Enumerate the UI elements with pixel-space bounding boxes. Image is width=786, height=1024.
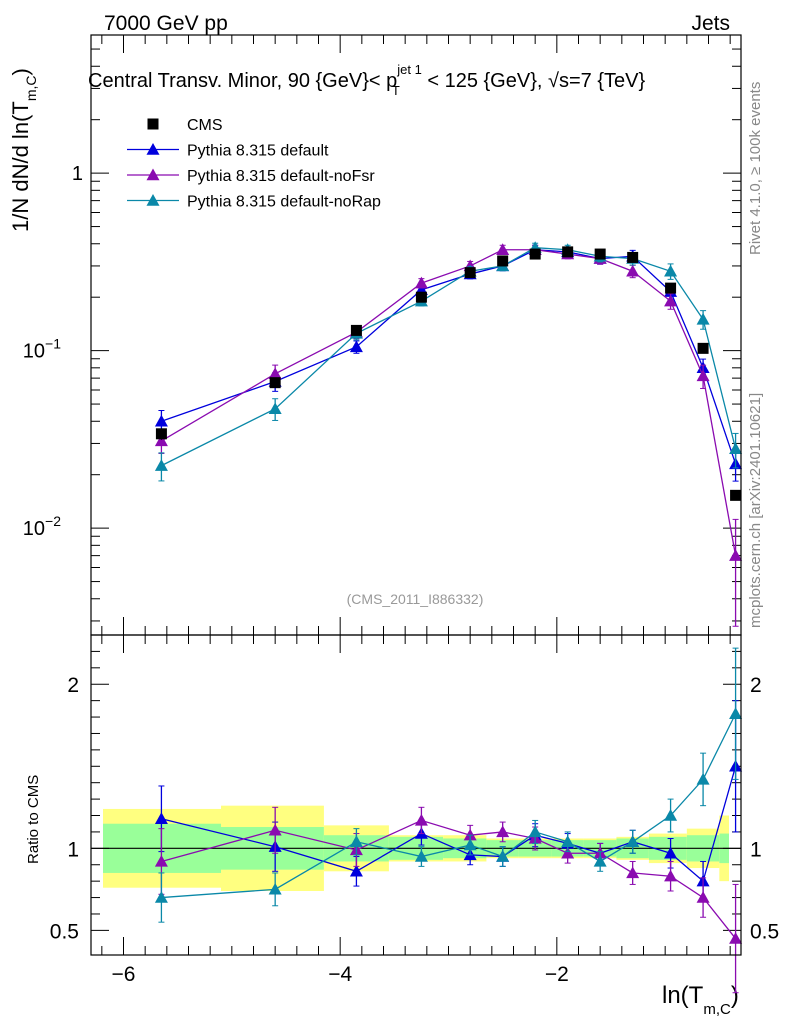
- ratio-point-noRap: [268, 882, 282, 895]
- legend-marker-noFsr: [146, 168, 160, 181]
- cms-point: [562, 246, 574, 258]
- ratio-point-noFsr: [664, 869, 678, 882]
- point-default: [154, 414, 168, 427]
- point-default: [349, 340, 363, 353]
- ratio-point-default: [154, 812, 168, 824]
- x-axis-label: ln(Tm,C): [662, 982, 739, 1018]
- ratio-frame: [90, 634, 742, 956]
- point-noRap: [729, 442, 743, 454]
- point-noFsr: [664, 294, 678, 307]
- point-noFsr: [696, 369, 710, 382]
- ratio-ytick-label-left: 1: [67, 838, 79, 861]
- legend-label-noFsr: Pythia 8.315 default-noFsr: [187, 168, 375, 185]
- title-prefix: Central Transv. Minor, 90 {GeV}< p: [88, 70, 397, 92]
- ratio-point-noRap: [528, 825, 542, 838]
- xtick-label: −6: [112, 963, 136, 986]
- legend-label-noRap: Pythia 8.315 default-noRap: [187, 194, 381, 211]
- ratio-point-noFsr: [626, 866, 640, 879]
- point-noFsr: [729, 549, 743, 561]
- mcplots-label: mcplots.cern.ch [arXiv:2401.10621]: [747, 393, 764, 628]
- ratio-ytick-label-right: 2: [750, 674, 762, 697]
- title-sqrt-s: √s=7 {TeV}: [548, 70, 645, 92]
- main-axes: 1 10−1 10−2: [23, 34, 741, 635]
- legend: CMS Pythia 8.315 default Pythia 8.315 defa…: [127, 117, 381, 211]
- ratio-point-noRap: [593, 854, 607, 867]
- main-ytick-label: 1: [72, 163, 83, 185]
- legend-label-cms: CMS: [187, 117, 223, 134]
- main-ytick-label: 10−1: [23, 336, 61, 363]
- ratio-point-noRap: [414, 850, 428, 862]
- ratio-point-noRap: [154, 891, 168, 903]
- ratio-axes: 0.5 0.5 1 1 2 2 −6 −4 −2: [50, 635, 779, 986]
- point-noFsr: [268, 367, 282, 380]
- ratio-point-noRap: [664, 809, 678, 821]
- point-noFsr: [414, 276, 428, 289]
- ratio-ytick-label-right: 0.5: [750, 920, 779, 943]
- ratio-point-noFsr: [463, 828, 477, 841]
- ratio-point-noFsr: [414, 813, 428, 826]
- cms-point: [155, 428, 167, 440]
- legend-marker-default: [146, 143, 160, 155]
- point-noFsr: [496, 243, 510, 255]
- point-noRap: [664, 264, 678, 277]
- ratio-point-noFsr: [154, 854, 168, 867]
- cms-point: [529, 248, 541, 260]
- ratio-ytick-label-left: 2: [67, 674, 79, 697]
- plot-title: Central Transv. Minor, 90 {GeV}< pjet 1 T…: [88, 62, 645, 98]
- cms-point: [415, 291, 427, 303]
- cms-point: [464, 267, 476, 279]
- ratio-point-noFsr: [496, 825, 510, 838]
- line-default: [161, 249, 737, 465]
- legend-marker-cms: [147, 118, 159, 130]
- ratio-point-default: [664, 846, 678, 859]
- ratio-point-noRap: [729, 707, 743, 719]
- main-y-axis-label: 1/N dN/d ln(Tm,C): [8, 68, 39, 232]
- ratio-point-default: [349, 864, 363, 877]
- ratio-point-noFsr: [561, 846, 575, 859]
- cms-point: [497, 255, 509, 267]
- xtick-label: −2: [545, 963, 569, 986]
- ratio-point-noRap: [349, 835, 363, 847]
- ratio-point-noRap: [561, 835, 575, 847]
- ratio-point-noRap: [496, 850, 510, 862]
- xtick-label: −4: [328, 963, 352, 986]
- cms-point: [665, 282, 677, 294]
- header-energy: 7000 GeV pp: [104, 12, 228, 35]
- main-series: [154, 241, 743, 627]
- point-noRap: [696, 312, 710, 325]
- ratio-ytick-label-left: 0.5: [50, 920, 79, 943]
- point-noFsr: [626, 264, 640, 277]
- title-suffix: < 125 {GeV},: [422, 70, 548, 92]
- cms-point: [350, 324, 362, 336]
- title-sub: T: [392, 83, 400, 98]
- ratio-point-noRap: [696, 772, 710, 785]
- title-sup: jet 1: [396, 62, 422, 77]
- ratio-point-noFsr: [696, 891, 710, 903]
- legend-label-default: Pythia 8.315 default: [187, 143, 329, 160]
- cms-point: [697, 342, 709, 354]
- point-noRap: [268, 402, 282, 415]
- rivet-label: Rivet 4.1.0, ≥ 100k events: [747, 82, 764, 255]
- cms-point: [594, 248, 606, 260]
- ratio-ytick-label-right: 1: [750, 838, 762, 861]
- ratio-point-noFsr: [268, 823, 282, 836]
- header-process: Jets: [691, 12, 730, 35]
- ratio-point-noRap: [626, 835, 640, 847]
- cms-point: [269, 377, 281, 389]
- cms-point: [730, 489, 742, 501]
- cms-point: [627, 251, 639, 263]
- point-noRap: [154, 459, 168, 471]
- analysis-id: (CMS_2011_I886332): [347, 591, 484, 607]
- line-noFsr: [161, 249, 737, 556]
- main-ytick-label: 10−2: [23, 513, 61, 540]
- ratio-y-axis-label: Ratio to CMS: [25, 775, 42, 864]
- point-noFsr: [154, 434, 168, 447]
- legend-marker-noRap: [146, 194, 160, 206]
- ratio-series: [154, 647, 743, 994]
- ratio-point-noFsr: [729, 932, 743, 944]
- ratio-point-noRap: [463, 838, 477, 851]
